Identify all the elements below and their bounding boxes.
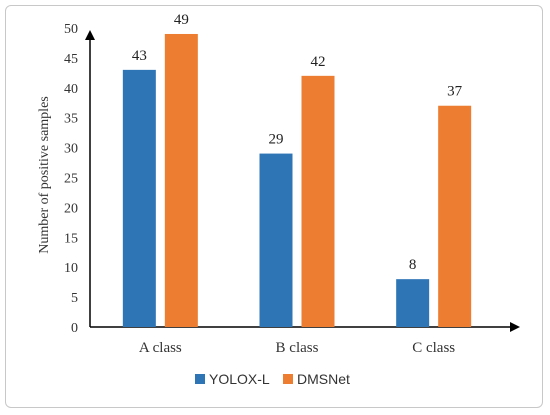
- category-labels: A class B class C class: [139, 340, 455, 356]
- data-label: 49: [174, 12, 189, 28]
- y-tick-label: 40: [64, 82, 78, 97]
- y-tick-label: 5: [71, 291, 78, 306]
- y-tick-label: 50: [64, 22, 78, 37]
- y-tick-label: 0: [71, 321, 78, 336]
- y-tick-label: 25: [64, 172, 78, 187]
- data-label: 42: [311, 54, 326, 70]
- y-tick-label: 10: [64, 261, 78, 276]
- y-tick-label: 35: [64, 112, 78, 127]
- bar-yolox-l-1: [122, 69, 156, 328]
- bar-dmsnet-1: [164, 33, 198, 327]
- data-label: 37: [447, 84, 463, 100]
- legend-swatch: [283, 374, 293, 384]
- bars: [122, 33, 472, 328]
- legend: YOLOX-L DMSNet: [195, 371, 350, 387]
- x-category-label: B class: [276, 340, 319, 356]
- chart-frame: [5, 5, 543, 408]
- bar-dmsnet-3: [438, 105, 472, 328]
- y-tick-label: 15: [64, 231, 78, 246]
- data-label: 43: [132, 48, 147, 64]
- bar-yolox-l-2: [259, 153, 293, 327]
- data-label: 29: [269, 132, 284, 148]
- legend-swatch: [195, 374, 205, 384]
- x-category-label: A class: [139, 340, 182, 356]
- bar-dmsnet-2: [301, 75, 335, 327]
- bar-yolox-l-3: [396, 279, 430, 327]
- data-labels: 43 49 29 42 8 37: [132, 12, 463, 273]
- legend-label: YOLOX-L: [209, 371, 270, 387]
- y-axis-arrow: [85, 30, 95, 40]
- x-category-label: C class: [412, 340, 455, 356]
- legend-label: DMSNet: [297, 371, 350, 387]
- y-tick-label: 30: [64, 142, 78, 157]
- y-axis-title: Number of positive samples: [37, 96, 52, 253]
- data-label: 8: [409, 257, 417, 273]
- y-tick-label: 20: [64, 201, 78, 216]
- y-tick-labels: 0 5 10 15 20 25 30 35 40 45 50: [64, 22, 78, 336]
- y-tick-label: 45: [64, 52, 78, 67]
- x-axis-arrow: [510, 322, 520, 332]
